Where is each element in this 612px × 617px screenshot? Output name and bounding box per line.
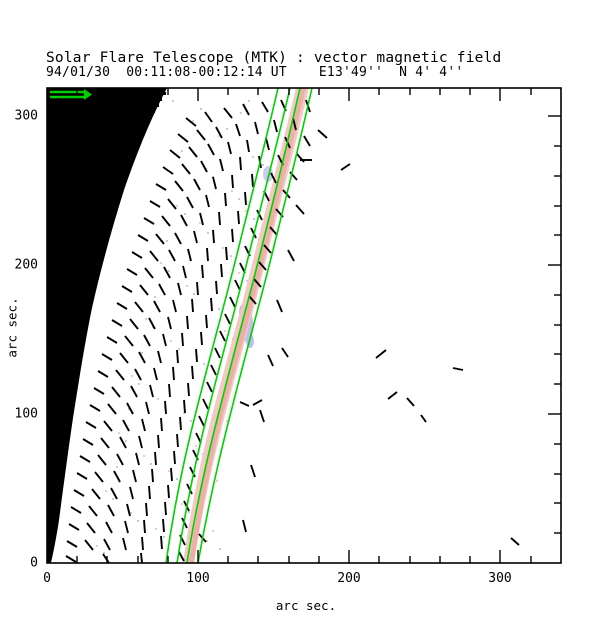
y-tick-label-200: 200 xyxy=(14,257,38,273)
page-title: Solar Flare Telescope (MTK) : vector mag… xyxy=(46,50,502,66)
y-tick-label-300: 300 xyxy=(14,108,38,124)
contour-line-3 xyxy=(186,88,301,563)
plot-background xyxy=(47,88,561,563)
scale-arrow xyxy=(50,89,92,100)
y-axis-ticks xyxy=(47,115,561,534)
x-tick-label-0: 0 xyxy=(43,571,51,586)
contour-line-1 xyxy=(165,88,279,563)
x-axis-ticks xyxy=(76,88,532,563)
positive-flux-band-core xyxy=(189,88,306,563)
observation-timestamp-subtitle: 94/01/30 00:11:08-00:12:14 UT E13'49'' N… xyxy=(46,65,464,80)
x-tick-label-300: 300 xyxy=(488,571,512,586)
contour-lines xyxy=(165,88,313,563)
y-tick-label-0: 0 xyxy=(30,555,38,571)
contour-line-2 xyxy=(176,88,291,563)
off-disk-region xyxy=(47,88,167,563)
x-tick-label-100: 100 xyxy=(186,571,210,586)
x-axis-label: arc sec. xyxy=(275,598,337,613)
limb-edge-noise xyxy=(51,92,166,545)
y-tick-label-100: 100 xyxy=(14,406,38,422)
x-tick-label-200: 200 xyxy=(337,571,361,586)
contour-line-4 xyxy=(197,88,313,563)
